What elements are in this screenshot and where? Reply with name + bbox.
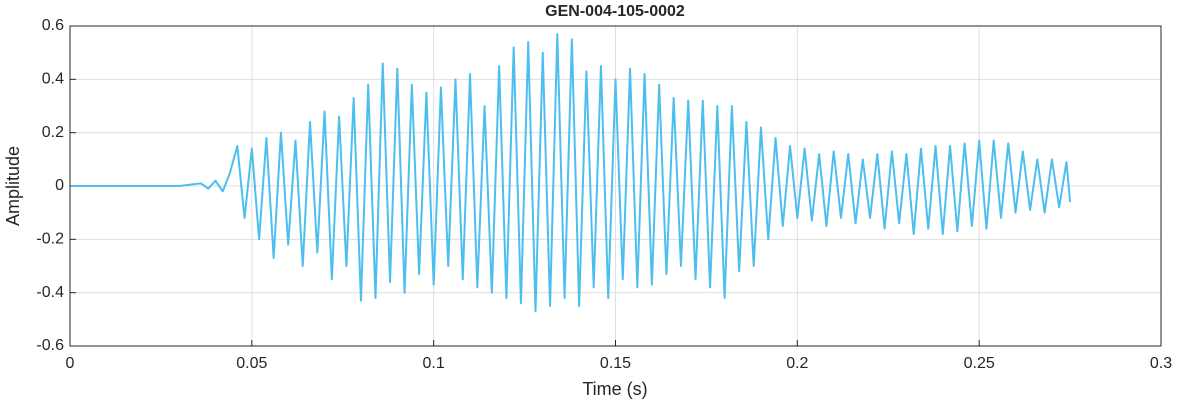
chart-title: GEN-004-105-0002 <box>545 3 685 20</box>
y-tick-label: -0.6 <box>36 337 64 354</box>
y-tick-label: 0.2 <box>42 124 64 141</box>
y-axis-label: Amplitude <box>3 146 23 226</box>
y-tick-label: 0.6 <box>42 17 64 34</box>
x-tick-label: 0.1 <box>423 355 445 372</box>
x-tick-label: 0.15 <box>600 355 631 372</box>
y-tick-label: 0 <box>55 177 64 194</box>
y-tick-label: -0.4 <box>36 284 64 301</box>
x-tick-label: 0.3 <box>1150 355 1172 372</box>
x-tick-label: 0 <box>66 355 75 372</box>
x-axis-label: Time (s) <box>582 379 647 399</box>
y-tick-label: -0.2 <box>36 231 64 248</box>
y-tick-label: 0.4 <box>42 71 64 88</box>
x-tick-label: 0.25 <box>964 355 995 372</box>
x-tick-label: 0.05 <box>236 355 267 372</box>
waveform-line <box>70 33 1072 313</box>
x-tick-label: 0.2 <box>786 355 808 372</box>
plot-frame <box>69 25 1162 347</box>
